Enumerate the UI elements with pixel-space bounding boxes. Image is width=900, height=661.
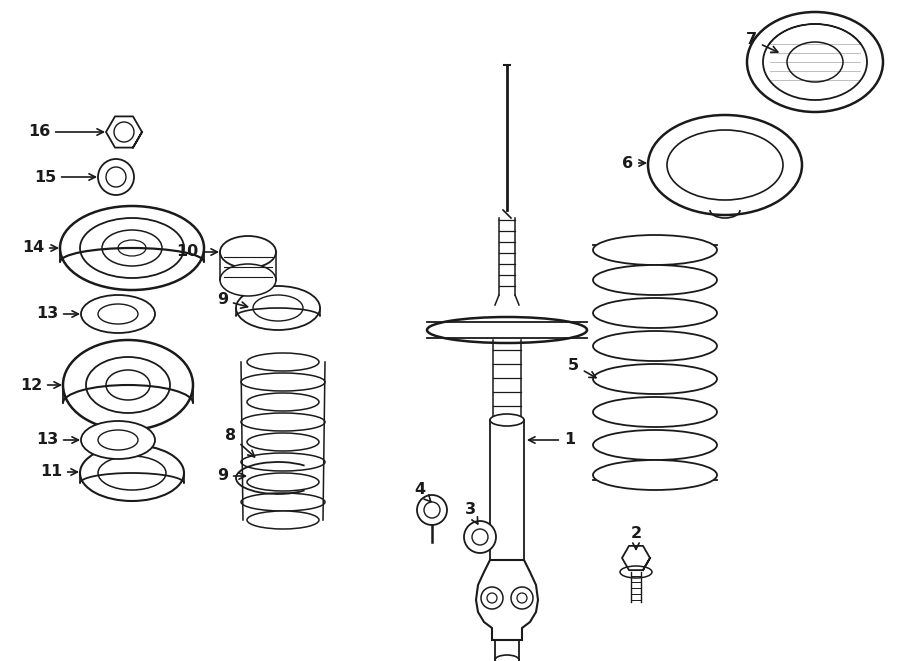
Text: 2: 2: [630, 525, 642, 549]
Ellipse shape: [80, 218, 184, 278]
Text: 7: 7: [746, 32, 778, 52]
Circle shape: [424, 502, 440, 518]
Text: 12: 12: [20, 377, 60, 393]
Circle shape: [114, 122, 134, 142]
Circle shape: [487, 593, 497, 603]
Text: 9: 9: [217, 469, 246, 483]
Ellipse shape: [241, 373, 325, 391]
Text: 14: 14: [22, 241, 58, 256]
Ellipse shape: [747, 12, 883, 112]
Ellipse shape: [620, 566, 652, 578]
Circle shape: [464, 521, 496, 553]
Ellipse shape: [763, 24, 867, 100]
Ellipse shape: [98, 456, 166, 490]
Ellipse shape: [247, 473, 319, 491]
Ellipse shape: [80, 445, 184, 501]
Text: 5: 5: [568, 358, 596, 377]
Ellipse shape: [593, 460, 717, 490]
Ellipse shape: [593, 397, 717, 427]
Circle shape: [472, 529, 488, 545]
Circle shape: [511, 587, 533, 609]
Ellipse shape: [593, 235, 717, 265]
Text: 11: 11: [40, 465, 77, 479]
Circle shape: [417, 495, 447, 525]
Ellipse shape: [593, 364, 717, 394]
Ellipse shape: [648, 115, 802, 215]
Ellipse shape: [247, 433, 319, 451]
Ellipse shape: [220, 236, 276, 268]
Ellipse shape: [241, 453, 325, 471]
Ellipse shape: [63, 340, 193, 430]
Ellipse shape: [106, 370, 150, 400]
Ellipse shape: [118, 240, 146, 256]
Text: 13: 13: [36, 432, 78, 447]
Circle shape: [517, 593, 527, 603]
Ellipse shape: [86, 357, 170, 413]
Ellipse shape: [427, 317, 587, 343]
Circle shape: [481, 587, 503, 609]
Ellipse shape: [787, 42, 843, 82]
Text: 15: 15: [34, 169, 95, 184]
Ellipse shape: [241, 413, 325, 431]
Text: 16: 16: [28, 124, 104, 139]
Text: 3: 3: [464, 502, 478, 524]
Ellipse shape: [593, 430, 717, 460]
Text: 13: 13: [36, 307, 78, 321]
Ellipse shape: [667, 130, 783, 200]
Ellipse shape: [102, 230, 162, 266]
Text: 8: 8: [225, 428, 255, 457]
Ellipse shape: [593, 298, 717, 328]
Ellipse shape: [98, 304, 138, 324]
Text: 1: 1: [528, 432, 575, 447]
Ellipse shape: [253, 295, 303, 321]
Text: 6: 6: [622, 155, 645, 171]
Ellipse shape: [98, 430, 138, 450]
Ellipse shape: [247, 353, 319, 371]
Ellipse shape: [247, 511, 319, 529]
Ellipse shape: [247, 393, 319, 411]
Ellipse shape: [81, 295, 155, 333]
Ellipse shape: [593, 265, 717, 295]
Text: 4: 4: [414, 483, 431, 502]
Ellipse shape: [236, 286, 320, 330]
Ellipse shape: [241, 493, 325, 511]
Circle shape: [98, 159, 134, 195]
Circle shape: [106, 167, 126, 187]
Ellipse shape: [81, 421, 155, 459]
Ellipse shape: [593, 331, 717, 361]
Polygon shape: [476, 560, 538, 640]
Ellipse shape: [220, 264, 276, 296]
Text: 10: 10: [176, 245, 218, 260]
Ellipse shape: [60, 206, 204, 290]
Ellipse shape: [495, 655, 519, 661]
Ellipse shape: [490, 414, 524, 426]
Text: 9: 9: [217, 293, 248, 308]
